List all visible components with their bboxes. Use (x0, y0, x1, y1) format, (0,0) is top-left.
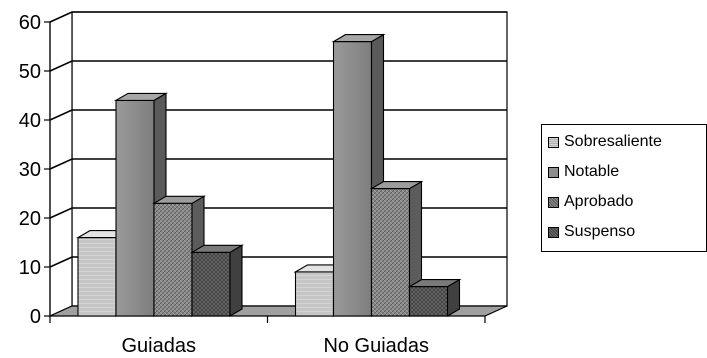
legend-item-sobresaliente: Sobresaliente (548, 131, 662, 153)
legend-label: Suspenso (564, 223, 636, 240)
bar-front (408, 286, 449, 317)
bar-front (77, 237, 117, 317)
legend-item-aprobado: Aprobado (548, 191, 633, 213)
y-tick-label: 0 (30, 306, 41, 328)
bar-front (370, 188, 411, 317)
bar-side (229, 244, 243, 317)
legend-label: Sobresaliente (564, 133, 662, 150)
legend-label: Aprobado (564, 193, 634, 210)
legend-item-notable: Notable (548, 161, 619, 183)
bar-front (115, 99, 155, 317)
bar-chart-3d: 0 10 20 30 40 50 60 Guiadas No Guiadas (19, 11, 508, 357)
gridline (49, 11, 507, 23)
y-tick-label: 40 (19, 110, 41, 132)
bar-suspenso-guiadas (189, 244, 245, 317)
legend-swatch-suspenso (548, 226, 559, 238)
bar-front (191, 251, 231, 317)
legend-swatch-notable (548, 166, 559, 178)
y-tick-label: 20 (19, 208, 41, 230)
bar-top (113, 92, 169, 101)
bar-top (407, 279, 462, 288)
legend-label: Notable (564, 163, 620, 180)
legend: Sobresaliente Notable Aprobado Suspenso (541, 124, 707, 252)
y-tick-label: 50 (19, 61, 41, 83)
legend-swatch-aprobado (548, 196, 559, 208)
bar-suspenso-no-guiadas (407, 278, 462, 317)
y-tick-label: 10 (19, 257, 41, 279)
x-tick-label: Guiadas (122, 335, 197, 357)
legend-swatch-sobresaliente (548, 136, 559, 148)
bar-top (189, 244, 245, 253)
x-tick-label: No Guiadas (323, 335, 429, 357)
y-tick-label: 60 (19, 12, 41, 34)
bar-front (294, 271, 335, 317)
y-tick-label: 30 (19, 159, 41, 181)
bar-front (332, 41, 373, 317)
bar-front (153, 202, 193, 317)
bar-top (369, 181, 424, 190)
legend-item-suspenso: Suspenso (548, 221, 635, 243)
bar-top (331, 34, 386, 43)
bar-top (151, 195, 207, 204)
bar-aprobado-guiadas (151, 195, 207, 317)
